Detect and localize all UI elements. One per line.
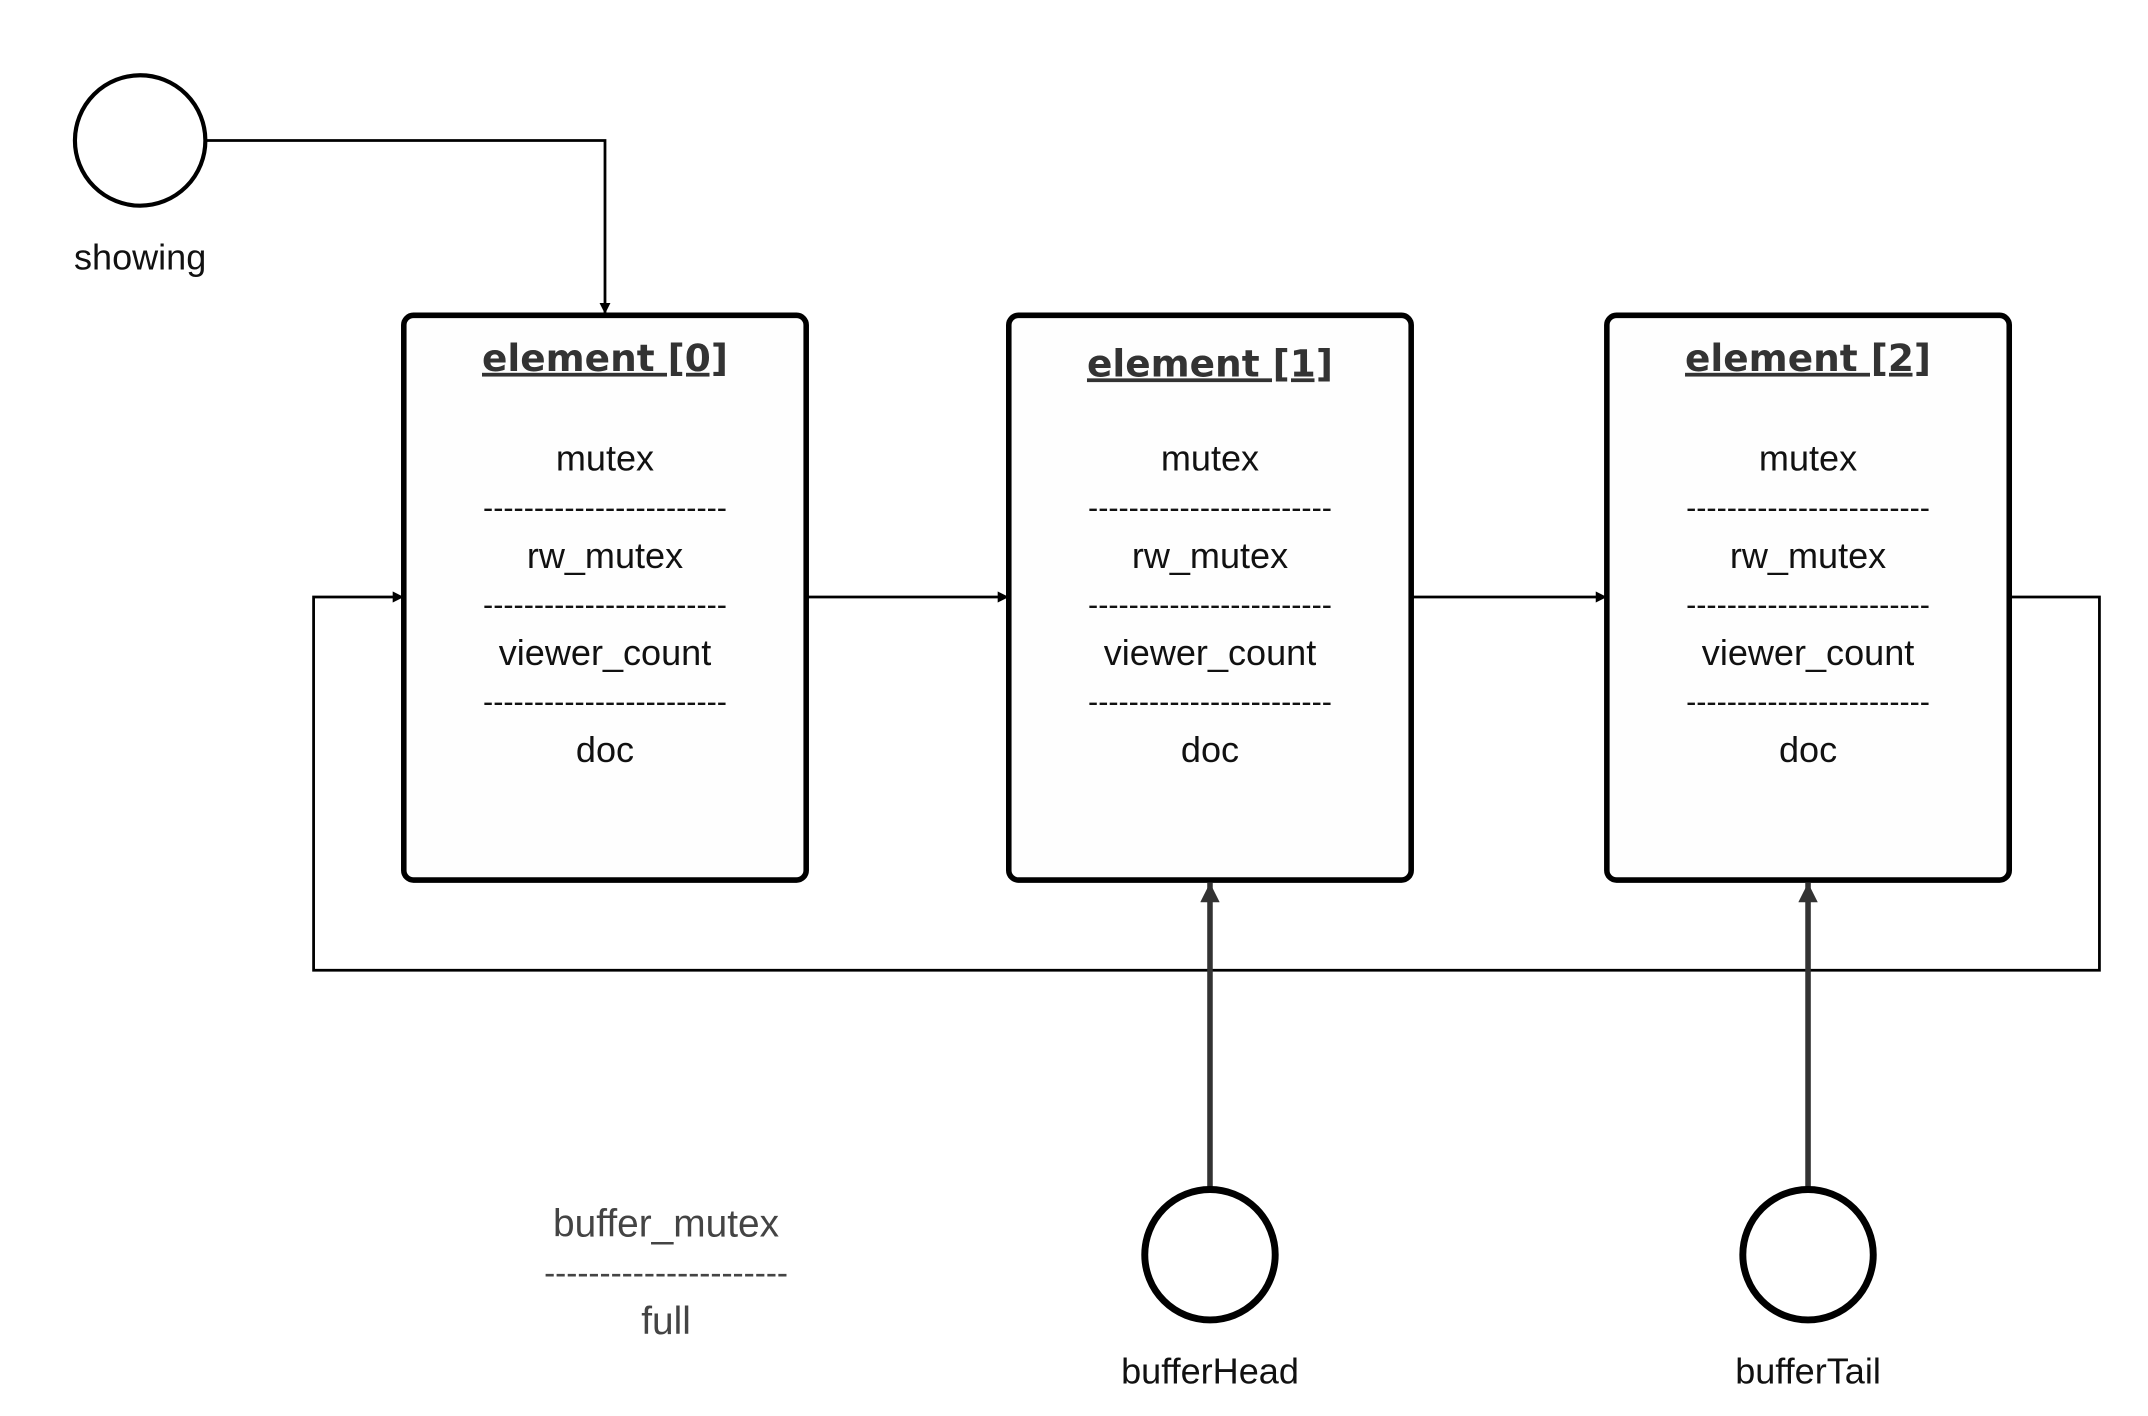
field-rw-mutex-0: rw_mutex	[527, 535, 683, 576]
buffer-info-separator: ----------------------	[544, 1255, 788, 1292]
full-label: full	[641, 1300, 691, 1343]
element-title-2: element [2]	[1685, 336, 1931, 380]
separator-0-b: ------------------------	[483, 588, 727, 622]
separator-0-a: ------------------------	[483, 491, 727, 525]
buffer-info: buffer_mutex ---------------------- full	[544, 1203, 788, 1343]
showing-circle	[72, 73, 208, 208]
element-title-0: element [0]	[482, 336, 728, 380]
separator-1-b: ------------------------	[1088, 588, 1332, 622]
field-doc-2: doc	[1779, 729, 1837, 770]
separator-2-b: ------------------------	[1686, 588, 1930, 622]
field-doc-0: doc	[576, 729, 634, 770]
showing-label: showing	[74, 237, 206, 278]
separator-2-c: ------------------------	[1686, 685, 1930, 719]
buffer-mutex-label: buffer_mutex	[553, 1203, 779, 1246]
element-box-2: element [2] mutex ----------------------…	[1604, 312, 2013, 883]
field-rw-mutex-1: rw_mutex	[1132, 535, 1288, 576]
element-box-0: element [0] mutex ----------------------…	[401, 312, 809, 883]
field-mutex-0: mutex	[556, 438, 654, 479]
wraparound-arrow	[312, 591, 2101, 972]
buffer-tail-node: bufferTail	[1735, 882, 1881, 1392]
element-box-1: element [1] mutex ----------------------…	[1006, 312, 1414, 883]
separator-0-c: ------------------------	[483, 685, 727, 719]
buffer-head-node: bufferHead	[1121, 882, 1299, 1392]
buffer-tail-label: bufferTail	[1735, 1351, 1881, 1392]
showing-arrow	[205, 139, 611, 314]
separator-1-a: ------------------------	[1088, 491, 1332, 525]
field-mutex-1: mutex	[1161, 438, 1259, 479]
field-viewer-count-0: viewer_count	[499, 632, 711, 673]
field-viewer-count-1: viewer_count	[1104, 632, 1316, 673]
separator-1-c: ------------------------	[1088, 685, 1332, 719]
showing-node: showing	[72, 73, 208, 278]
field-rw-mutex-2: rw_mutex	[1730, 535, 1886, 576]
separator-2-a: ------------------------	[1686, 491, 1930, 525]
element-title-1: element [1]	[1087, 341, 1333, 385]
buffer-head-circle	[1141, 1186, 1279, 1324]
field-doc-1: doc	[1181, 729, 1239, 770]
buffer-tail-circle	[1739, 1186, 1877, 1324]
buffer-head-label: bufferHead	[1121, 1351, 1299, 1392]
field-mutex-2: mutex	[1759, 438, 1857, 479]
field-viewer-count-2: viewer_count	[1702, 632, 1914, 673]
